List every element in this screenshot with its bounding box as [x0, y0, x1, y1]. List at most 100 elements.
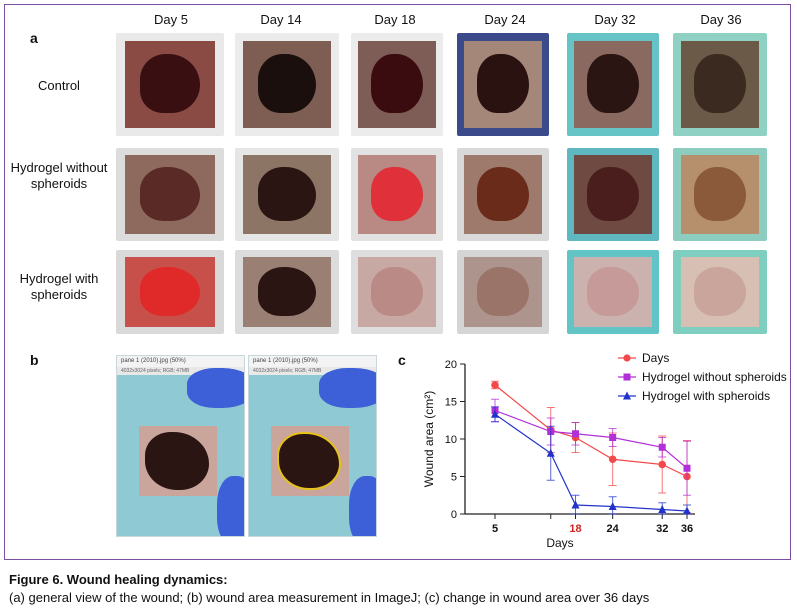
wound-photo — [673, 33, 767, 136]
data-point — [608, 502, 617, 510]
data-point — [609, 434, 617, 441]
wound-area — [257, 53, 317, 114]
legend-label: Days — [642, 351, 669, 365]
wound-area — [139, 166, 201, 221]
y-axis-label: Wound area (cm²) — [422, 391, 436, 487]
wound-photo — [235, 250, 339, 334]
y-tick-label: 5 — [451, 472, 457, 484]
wound-photo — [235, 33, 339, 136]
imagej-info-text: 4032x3024 pixels; RGB; 47MB — [121, 368, 190, 374]
glove-shape — [187, 368, 244, 408]
wound-area — [587, 53, 639, 114]
wound-photo — [116, 250, 224, 334]
wound-photo — [457, 33, 549, 136]
x-tick-label: 32 — [656, 523, 668, 535]
y-tick-label: 15 — [445, 397, 457, 409]
imagej-title-bar: pane 1 (2010).jpg (50%) — [117, 356, 244, 367]
legend-marker — [623, 354, 631, 362]
wound-area — [371, 166, 423, 221]
legend-label: Hydrogel without spheroids — [642, 370, 787, 384]
wound-area — [693, 166, 747, 221]
wound-area — [477, 53, 529, 114]
wound-photo — [673, 250, 767, 334]
caption-title: Figure 6. Wound healing dynamics: — [9, 572, 228, 587]
row-label-hydrogel-without: Hydrogel without spheroids — [10, 160, 108, 191]
day-label: Day 32 — [594, 12, 636, 27]
glove-shape — [319, 368, 376, 408]
wound-photo — [351, 33, 443, 136]
wound-area — [587, 166, 639, 221]
legend-marker — [623, 373, 631, 381]
data-point — [658, 460, 667, 469]
wound-photo — [116, 148, 224, 241]
wound-area — [693, 53, 747, 114]
data-point — [658, 443, 666, 451]
x-tick-label: 18 — [569, 523, 581, 535]
wound-area-outlined — [277, 432, 341, 490]
data-point — [546, 448, 555, 457]
x-axis-label: Days — [546, 536, 573, 550]
wound-area — [477, 266, 529, 316]
wound-area — [587, 266, 639, 316]
wound-photo — [567, 33, 659, 136]
legend-label: Hydrogel with spheroids — [642, 389, 770, 403]
wound-area — [371, 266, 423, 316]
day-label: Day 14 — [260, 12, 302, 27]
wound-photo — [567, 250, 659, 334]
caption-text: (a) general view of the wound; (b) wound… — [9, 590, 650, 605]
wound-photo — [235, 148, 339, 241]
data-point — [571, 500, 580, 509]
data-point — [491, 381, 499, 389]
panel-label-c: c — [398, 352, 406, 368]
day-label: Day 5 — [154, 12, 188, 27]
day-label: Day 18 — [374, 12, 416, 27]
wound-photo — [567, 148, 659, 241]
data-point — [572, 430, 580, 438]
wound-area — [257, 266, 317, 316]
data-point — [683, 464, 691, 472]
wound-area — [371, 53, 423, 114]
wound-photo — [351, 148, 443, 241]
wound-area — [257, 166, 317, 221]
panel-label-a: a — [30, 30, 38, 46]
row-label-control: Control — [38, 78, 80, 93]
data-point — [658, 505, 667, 513]
wound-area — [139, 53, 201, 114]
imagej-info-text: 4032x3024 pixels; RGB; 47MB — [253, 368, 322, 374]
wound-area-chart: 0 5 10 15 20 5 18 24 32 36 Days Wound area (cm²) Day… — [422, 351, 787, 550]
imagej-info-bar: 4032x3024 pixels; RGB; 47MB — [117, 367, 244, 375]
legend-marker — [623, 391, 631, 400]
wound-area — [145, 432, 209, 490]
day-label: Day 24 — [484, 12, 526, 27]
data-point — [683, 506, 691, 515]
imagej-screenshot-right: pane 1 (2010).jpg (50%) 4032x3024 pixels… — [248, 355, 377, 537]
wound-photo — [673, 148, 767, 241]
data-point — [491, 409, 499, 418]
series-line — [494, 384, 688, 478]
x-tick-label: 24 — [607, 523, 620, 535]
imagej-title-bar: pane 1 (2010).jpg (50%) — [249, 356, 376, 367]
row-label-hydrogel-with: Hydrogel with spheroids — [19, 271, 99, 302]
figure-caption: Figure 6. Wound healing dynamics: (a) ge… — [9, 571, 649, 607]
wound-photo — [116, 33, 224, 136]
glove-shape — [349, 476, 376, 536]
series-line — [494, 413, 688, 512]
glove-shape — [217, 476, 244, 536]
y-tick-label: 20 — [445, 359, 457, 371]
imagej-info-bar: 4032x3024 pixels; RGB; 47MB — [249, 367, 376, 375]
x-tick-label: 5 — [492, 523, 498, 535]
wound-area — [693, 266, 747, 316]
wound-photo — [351, 250, 443, 334]
figure-frame — [4, 4, 791, 560]
y-tick-label: 0 — [451, 509, 457, 521]
day-label: Day 36 — [700, 12, 742, 27]
wound-photo — [457, 250, 549, 334]
series-line — [494, 409, 688, 469]
y-tick-label: 10 — [445, 434, 457, 446]
data-point — [608, 455, 617, 464]
wound-area — [139, 266, 201, 316]
wound-area — [477, 166, 529, 221]
imagej-screenshot-left: pane 1 (2010).jpg (50%) 4032x3024 pixels… — [116, 355, 245, 537]
wound-photo — [457, 148, 549, 241]
x-tick-label: 36 — [681, 523, 693, 535]
